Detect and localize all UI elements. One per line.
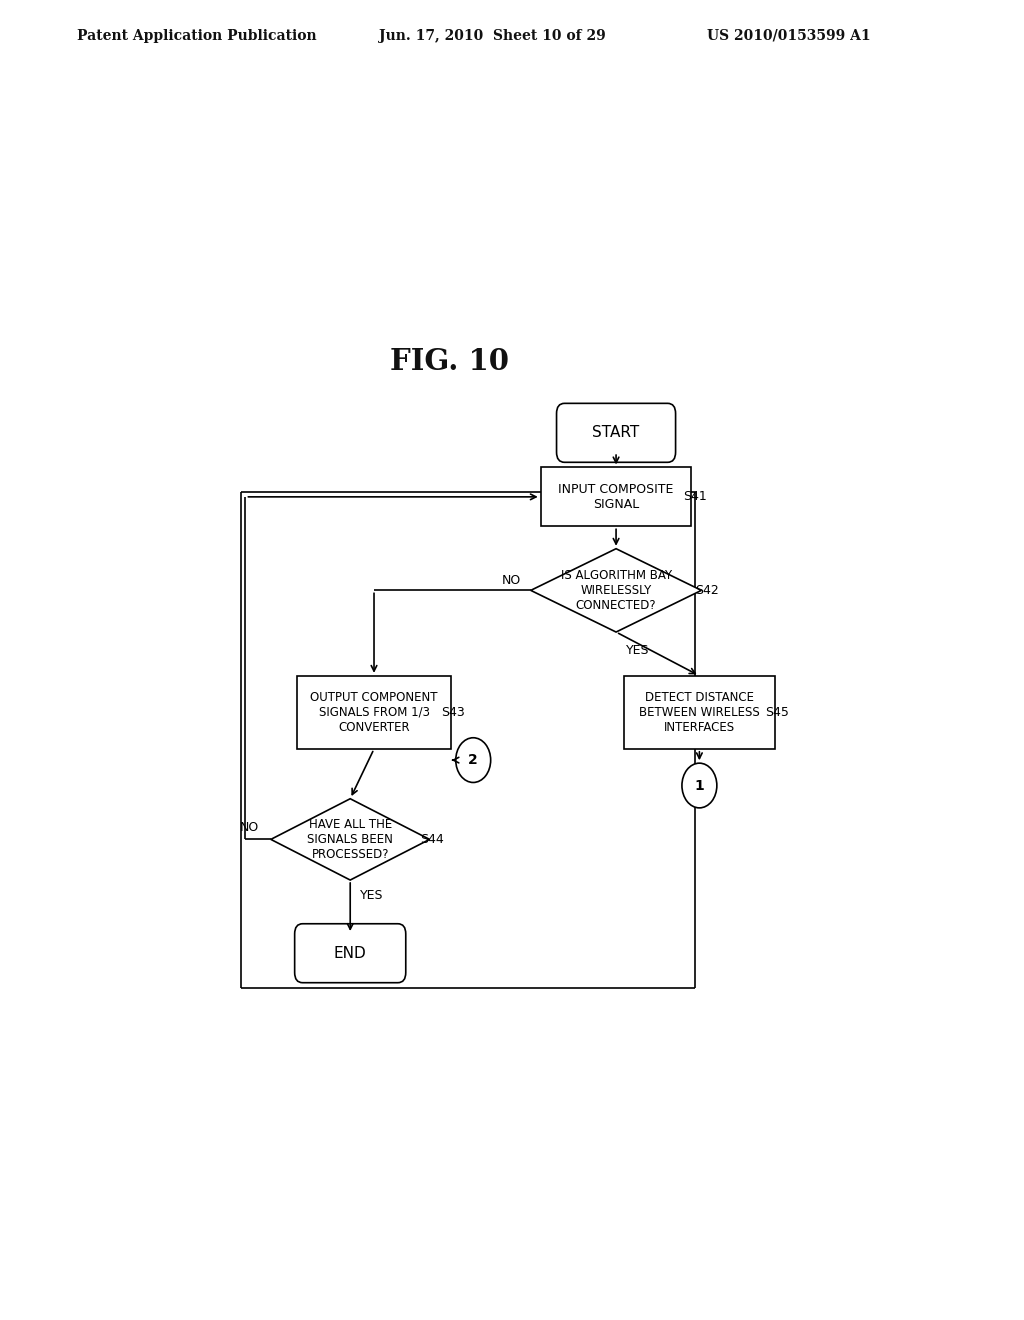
Bar <box>541 467 691 527</box>
Text: S42: S42 <box>695 583 719 597</box>
Text: START: START <box>593 425 640 441</box>
Text: S45: S45 <box>765 706 790 719</box>
Text: IS ALGORITHM BAY
WIRELESSLY
CONNECTED?: IS ALGORITHM BAY WIRELESSLY CONNECTED? <box>560 569 672 612</box>
Circle shape <box>682 763 717 808</box>
Text: HAVE ALL THE
SIGNALS BEEN
PROCESSED?: HAVE ALL THE SIGNALS BEEN PROCESSED? <box>307 818 393 861</box>
Text: Patent Application Publication: Patent Application Publication <box>77 29 316 42</box>
Polygon shape <box>530 549 701 632</box>
Text: NO: NO <box>240 821 259 834</box>
Text: YES: YES <box>359 888 383 902</box>
Text: YES: YES <box>626 644 649 657</box>
Circle shape <box>456 738 490 783</box>
Text: INPUT COMPOSITE
SIGNAL: INPUT COMPOSITE SIGNAL <box>558 483 674 511</box>
Text: END: END <box>334 945 367 961</box>
Text: S44: S44 <box>420 833 443 846</box>
Text: 2: 2 <box>468 754 478 767</box>
Text: FIG. 10: FIG. 10 <box>390 347 509 376</box>
Bar <box>297 676 452 748</box>
FancyBboxPatch shape <box>295 924 406 982</box>
Text: S43: S43 <box>441 706 465 719</box>
Text: NO: NO <box>502 574 521 586</box>
Text: OUTPUT COMPONENT
SIGNALS FROM 1/3
CONVERTER: OUTPUT COMPONENT SIGNALS FROM 1/3 CONVER… <box>310 690 438 734</box>
Text: S41: S41 <box>684 490 708 503</box>
Text: 1: 1 <box>694 779 705 792</box>
FancyBboxPatch shape <box>557 404 676 462</box>
Text: US 2010/0153599 A1: US 2010/0153599 A1 <box>707 29 870 42</box>
Text: Jun. 17, 2010  Sheet 10 of 29: Jun. 17, 2010 Sheet 10 of 29 <box>379 29 605 42</box>
Bar <box>624 676 775 748</box>
Polygon shape <box>270 799 430 880</box>
Text: DETECT DISTANCE
BETWEEN WIRELESS
INTERFACES: DETECT DISTANCE BETWEEN WIRELESS INTERFA… <box>639 690 760 734</box>
